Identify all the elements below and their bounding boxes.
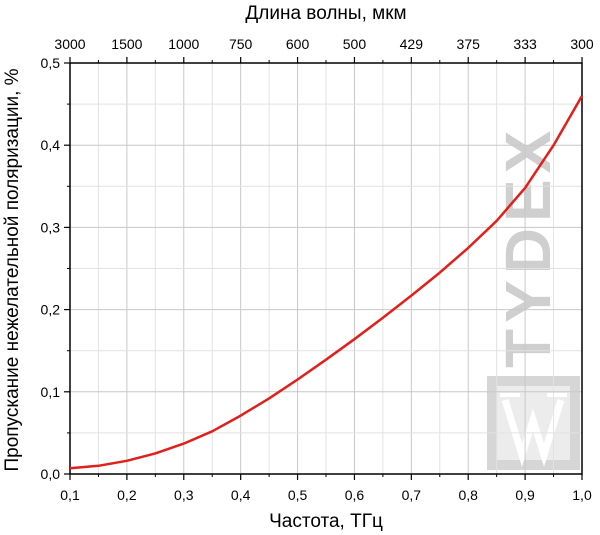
x-tick-label: 0,8: [458, 487, 478, 503]
top-axis-tick-label: 333: [513, 36, 537, 52]
top-axis-tick-label: 500: [343, 36, 367, 52]
tydex-logo-icon: [487, 376, 580, 470]
y-tick-label: 0,0: [41, 466, 61, 482]
top-axis-tick-label: 1000: [168, 36, 199, 52]
y-tick-label: 0,1: [41, 384, 61, 400]
y-tick-label: 0,4: [41, 137, 61, 153]
x-tick-label: 0,3: [174, 487, 194, 503]
top-axis-tick-label: 300: [570, 36, 594, 52]
top-axis-tick-label: 600: [286, 36, 310, 52]
x-axis-title: Частота, ТГц: [269, 511, 383, 532]
x-tick-label: 0,2: [117, 487, 137, 503]
top-axis-title: Длина волны, мкм: [245, 3, 406, 24]
top-axis-tick-labels: 3000 1500 1000 750 600 500 429 375 333 300: [54, 36, 593, 52]
axis-ticks: [64, 57, 583, 480]
x-tick-label: 1,0: [572, 487, 592, 503]
x-tick-label: 0,5: [288, 487, 308, 503]
watermark-text: TYDEX: [492, 125, 564, 368]
x-tick-label: 0,1: [60, 487, 80, 503]
x-tick-label: 0,6: [345, 487, 365, 503]
y-tick-label: 0,2: [41, 302, 61, 318]
x-tick-label: 0,4: [231, 487, 251, 503]
grid-lines: [70, 63, 582, 474]
y-axis-tick-labels: 0,0 0,1 0,2 0,3 0,4 0,5: [41, 55, 61, 482]
y-tick-label: 0,5: [41, 55, 61, 71]
data-series: [69, 95, 584, 470]
x-axis-tick-labels: 0,1 0,2 0,3 0,4 0,5 0,6 0,7 0,8 0,9 1,0: [60, 487, 592, 503]
series-line: [69, 95, 584, 470]
top-axis-tick-label: 1500: [111, 36, 142, 52]
top-axis-tick-label: 750: [229, 36, 253, 52]
top-axis-tick-label: 429: [400, 36, 424, 52]
top-axis-tick-label: 375: [457, 36, 481, 52]
top-axis-tick-label: 3000: [54, 36, 85, 52]
y-axis-title: Пропускание нежелательной поляризации, %: [2, 68, 23, 471]
y-tick-label: 0,3: [41, 219, 61, 235]
x-tick-label: 0,9: [515, 487, 535, 503]
x-tick-label: 0,7: [402, 487, 422, 503]
